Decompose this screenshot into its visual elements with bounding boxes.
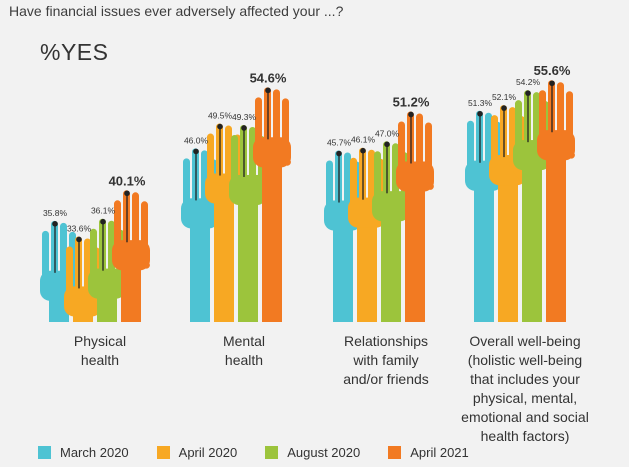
data-label-april-2020-cat-2: 49.5% <box>208 111 233 121</box>
marker-august-2020-cat-2 <box>241 125 247 177</box>
marker-april-2021-cat-3 <box>408 111 414 164</box>
hand-april-2021-cat-1 <box>112 190 150 322</box>
hands-chart: 35.8% 46.0% 45.7% 51.3% 33.6% 49.5% 46.1% 52.1%… <box>40 63 575 322</box>
legend-item-april-2021: April 2021 <box>388 445 469 460</box>
category-label-line: health factors) <box>480 428 570 444</box>
data-label-april-2021-cat-4: 55.6% <box>534 63 571 78</box>
legend: March 2020 April 2020 August 2020 April 202… <box>38 443 497 461</box>
data-label-april-2020-cat-1: 33.6% <box>67 223 92 233</box>
data-label-april-2021-cat-3: 51.2% <box>393 94 430 109</box>
marker-august-2020-cat-3 <box>384 141 390 194</box>
category-label-line: Overall well-being <box>469 333 581 349</box>
category-label-3: Relationships with family and/or friends <box>301 332 471 389</box>
marker-april-2021-cat-1 <box>124 190 130 243</box>
data-label-march-2020-cat-1: 35.8% <box>43 208 68 218</box>
data-label-april-2020-cat-3: 46.1% <box>351 135 376 145</box>
metric-label: %YES <box>40 39 109 65</box>
data-label-march-2020-cat-3: 45.7% <box>327 138 352 148</box>
marker-march-2020-cat-1 <box>52 221 58 273</box>
marker-april-2020-cat-4 <box>501 105 507 158</box>
category-label-line: health <box>224 352 264 368</box>
category-label-1: Physical health <box>15 332 185 370</box>
hand-april-2021-cat-3 <box>396 111 434 322</box>
hand-april-2021-cat-4 <box>537 80 575 322</box>
data-label-august-2020-cat-1: 36.1% <box>91 206 116 216</box>
legend-label: April 2020 <box>178 444 238 460</box>
category-label-line: Physical <box>73 333 127 349</box>
data-label-march-2020-cat-2: 46.0% <box>184 135 209 145</box>
marker-march-2020-cat-2 <box>193 148 199 201</box>
marker-april-2021-cat-2 <box>265 87 271 140</box>
data-label-march-2020-cat-4: 51.3% <box>468 98 493 108</box>
legend-label: August 2020 <box>287 444 361 460</box>
hand-april-2021-cat-2 <box>253 87 291 322</box>
category-label-line: with family <box>353 352 419 368</box>
chart-question: Have financial issues ever adversely aff… <box>9 3 344 19</box>
category-label-line: physical, mental, <box>472 390 578 406</box>
legend-swatch <box>156 445 170 459</box>
legend-swatch <box>38 445 51 459</box>
data-label-april-2020-cat-4: 52.1% <box>492 92 517 102</box>
category-label-line: emotional and social <box>461 409 589 425</box>
legend-label: March 2020 <box>60 444 129 460</box>
legend-swatch <box>388 445 402 459</box>
category-label-4: Overall well-being (holistic well-being th… <box>440 332 610 446</box>
legend-label: April 2021 <box>410 444 469 460</box>
category-label-line: (holistic well-being <box>467 352 583 368</box>
marker-march-2020-cat-3 <box>336 150 342 203</box>
data-label-august-2020-cat-3: 47.0% <box>375 128 400 138</box>
marker-august-2020-cat-4 <box>525 90 531 143</box>
hand-august-2020-cat-1 <box>88 218 126 322</box>
marker-april-2020-cat-2 <box>217 123 223 176</box>
category-label-line: Mental <box>222 333 266 349</box>
data-label-august-2020-cat-2: 49.3% <box>232 112 257 122</box>
category-label-line: and/or friends <box>343 371 429 387</box>
category-label-line: that includes your <box>470 371 580 387</box>
category-label-line: Relationships <box>343 333 429 349</box>
legend-item-march-2020: March 2020 <box>38 445 129 460</box>
marker-april-2020-cat-1 <box>76 236 82 289</box>
marker-april-2020-cat-3 <box>360 147 366 200</box>
legend-item-april-2020: April 2020 <box>156 444 238 460</box>
marker-april-2021-cat-4 <box>549 80 555 133</box>
legend-item-august-2020: August 2020 <box>265 445 360 460</box>
marker-august-2020-cat-1 <box>100 218 106 271</box>
data-label-april-2021-cat-1: 40.1% <box>109 173 146 188</box>
category-label-2: Mental health <box>159 332 329 370</box>
hand-march-2020-cat-1 <box>40 220 78 322</box>
marker-march-2020-cat-4 <box>477 110 483 163</box>
legend-swatch <box>265 445 279 459</box>
data-label-august-2020-cat-4: 54.2% <box>516 77 541 87</box>
hand-march-2020-cat-3 <box>324 150 362 322</box>
category-label-line: health <box>80 352 120 368</box>
data-label-april-2021-cat-2: 54.6% <box>250 70 287 85</box>
